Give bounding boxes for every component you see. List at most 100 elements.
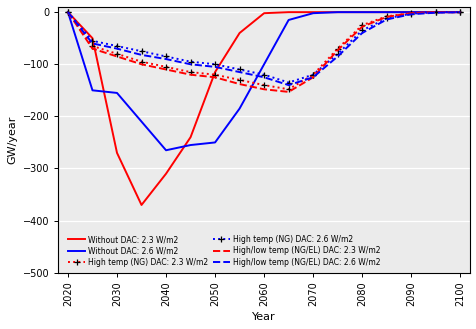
High temp (NG) DAC: 2.6 W/m2: (2.02e+03, 0): 2.6 W/m2: (2.02e+03, 0) (65, 10, 70, 14)
High/low temp (NG/EL) DAC: 2.6 W/m2: (2.08e+03, -14): 2.6 W/m2: (2.08e+03, -14) (383, 17, 389, 21)
Without DAC: 2.3 W/m2: (2.05e+03, -115): 2.3 W/m2: (2.05e+03, -115) (212, 70, 218, 74)
High temp (NG) DAC: 2.6 W/m2: (2.05e+03, -100): 2.6 W/m2: (2.05e+03, -100) (212, 62, 218, 66)
High temp (NG) DAC: 2.3 W/m2: (2.03e+03, -80): 2.3 W/m2: (2.03e+03, -80) (114, 52, 119, 56)
Line: Without DAC: 2.6 W/m2: Without DAC: 2.6 W/m2 (68, 12, 459, 150)
High/low temp (NG/EL) DAC: 2.6 W/m2: (2.09e+03, -4): 2.6 W/m2: (2.09e+03, -4) (407, 12, 413, 16)
High/low temp (NG/EL) DAC: 2.6 W/m2: (2.1e+03, 0): 2.6 W/m2: (2.1e+03, 0) (456, 10, 462, 14)
Without DAC: 2.3 W/m2: (2.03e+03, -270): 2.3 W/m2: (2.03e+03, -270) (114, 151, 119, 155)
Without DAC: 2.3 W/m2: (2.08e+03, 0): 2.3 W/m2: (2.08e+03, 0) (358, 10, 364, 14)
Line: High/low temp (NG/EL) DAC: 2.3 W/m2: High/low temp (NG/EL) DAC: 2.3 W/m2 (68, 12, 459, 92)
Without DAC: 2.6 W/m2: (2.07e+03, -2): 2.6 W/m2: (2.07e+03, -2) (309, 11, 315, 15)
High temp (NG) DAC: 2.3 W/m2: (2.06e+03, -130): 2.3 W/m2: (2.06e+03, -130) (236, 78, 242, 82)
Without DAC: 2.3 W/m2: (2.09e+03, 0): 2.3 W/m2: (2.09e+03, 0) (407, 10, 413, 14)
Line: High/low temp (NG/EL) DAC: 2.6 W/m2: High/low temp (NG/EL) DAC: 2.6 W/m2 (68, 12, 459, 85)
Without DAC: 2.6 W/m2: (2.02e+03, -150): 2.6 W/m2: (2.02e+03, -150) (89, 89, 95, 92)
Without DAC: 2.3 W/m2: (2.06e+03, -2): 2.3 W/m2: (2.06e+03, -2) (261, 11, 267, 15)
High temp (NG) DAC: 2.3 W/m2: (2.06e+03, -140): 2.3 W/m2: (2.06e+03, -140) (261, 83, 267, 87)
High/low temp (NG/EL) DAC: 2.6 W/m2: (2.08e+03, -85): 2.6 W/m2: (2.08e+03, -85) (334, 55, 340, 59)
Y-axis label: GW/year: GW/year (7, 116, 17, 164)
Without DAC: 2.3 W/m2: (2.04e+03, -370): 2.3 W/m2: (2.04e+03, -370) (139, 203, 144, 207)
High temp (NG) DAC: 2.3 W/m2: (2.09e+03, -2): 2.3 W/m2: (2.09e+03, -2) (407, 11, 413, 15)
Without DAC: 2.6 W/m2: (2.08e+03, 0): 2.6 W/m2: (2.08e+03, 0) (358, 10, 364, 14)
High/low temp (NG/EL) DAC: 2.3 W/m2: (2.09e+03, -2): 2.3 W/m2: (2.09e+03, -2) (407, 11, 413, 15)
Without DAC: 2.6 W/m2: (2.1e+03, 0): 2.6 W/m2: (2.1e+03, 0) (432, 10, 437, 14)
Without DAC: 2.3 W/m2: (2.08e+03, 0): 2.3 W/m2: (2.08e+03, 0) (334, 10, 340, 14)
High temp (NG) DAC: 2.3 W/m2: (2.04e+03, -115): 2.3 W/m2: (2.04e+03, -115) (187, 70, 193, 74)
High/low temp (NG/EL) DAC: 2.3 W/m2: (2.07e+03, -125): 2.3 W/m2: (2.07e+03, -125) (309, 75, 315, 79)
High temp (NG) DAC: 2.3 W/m2: (2.02e+03, 0): 2.3 W/m2: (2.02e+03, 0) (65, 10, 70, 14)
High temp (NG) DAC: 2.6 W/m2: (2.07e+03, -120): 2.6 W/m2: (2.07e+03, -120) (309, 73, 315, 77)
High temp (NG) DAC: 2.3 W/m2: (2.1e+03, 0): 2.3 W/m2: (2.1e+03, 0) (432, 10, 437, 14)
Without DAC: 2.3 W/m2: (2.06e+03, -40): 2.3 W/m2: (2.06e+03, -40) (236, 31, 242, 35)
High/low temp (NG/EL) DAC: 2.3 W/m2: (2.05e+03, -125): 2.3 W/m2: (2.05e+03, -125) (212, 75, 218, 79)
High temp (NG) DAC: 2.6 W/m2: (2.09e+03, -3): 2.6 W/m2: (2.09e+03, -3) (407, 12, 413, 16)
High temp (NG) DAC: 2.6 W/m2: (2.02e+03, -55): 2.6 W/m2: (2.02e+03, -55) (89, 39, 95, 43)
Without DAC: 2.6 W/m2: (2.04e+03, -265): 2.6 W/m2: (2.04e+03, -265) (163, 148, 169, 152)
High/low temp (NG/EL) DAC: 2.3 W/m2: (2.04e+03, -110): 2.3 W/m2: (2.04e+03, -110) (163, 67, 169, 71)
High temp (NG) DAC: 2.3 W/m2: (2.02e+03, -65): 2.3 W/m2: (2.02e+03, -65) (89, 44, 95, 48)
High/low temp (NG/EL) DAC: 2.3 W/m2: (2.04e+03, -120): 2.3 W/m2: (2.04e+03, -120) (187, 73, 193, 77)
Without DAC: 2.6 W/m2: (2.08e+03, 0): 2.6 W/m2: (2.08e+03, 0) (334, 10, 340, 14)
X-axis label: Year: Year (252, 312, 275, 322)
High temp (NG) DAC: 2.3 W/m2: (2.04e+03, -95): 2.3 W/m2: (2.04e+03, -95) (139, 60, 144, 63)
High/low temp (NG/EL) DAC: 2.6 W/m2: (2.04e+03, -82): 2.6 W/m2: (2.04e+03, -82) (139, 53, 144, 57)
High/low temp (NG/EL) DAC: 2.6 W/m2: (2.06e+03, -140): 2.6 W/m2: (2.06e+03, -140) (285, 83, 291, 87)
High/low temp (NG/EL) DAC: 2.6 W/m2: (2.08e+03, -40): 2.6 W/m2: (2.08e+03, -40) (358, 31, 364, 35)
High temp (NG) DAC: 2.6 W/m2: (2.06e+03, -110): 2.6 W/m2: (2.06e+03, -110) (236, 67, 242, 71)
High temp (NG) DAC: 2.6 W/m2: (2.1e+03, 0): 2.6 W/m2: (2.1e+03, 0) (456, 10, 462, 14)
High/low temp (NG/EL) DAC: 2.6 W/m2: (2.04e+03, -90): 2.6 W/m2: (2.04e+03, -90) (163, 57, 169, 61)
High temp (NG) DAC: 2.6 W/m2: (2.08e+03, -80): 2.6 W/m2: (2.08e+03, -80) (334, 52, 340, 56)
High/low temp (NG/EL) DAC: 2.3 W/m2: (2.1e+03, 0): 2.3 W/m2: (2.1e+03, 0) (432, 10, 437, 14)
Without DAC: 2.3 W/m2: (2.04e+03, -240): 2.3 W/m2: (2.04e+03, -240) (187, 135, 193, 139)
High/low temp (NG/EL) DAC: 2.6 W/m2: (2.06e+03, -115): 2.6 W/m2: (2.06e+03, -115) (236, 70, 242, 74)
High temp (NG) DAC: 2.6 W/m2: (2.1e+03, 0): 2.6 W/m2: (2.1e+03, 0) (432, 10, 437, 14)
Without DAC: 2.3 W/m2: (2.1e+03, 0): 2.3 W/m2: (2.1e+03, 0) (456, 10, 462, 14)
High/low temp (NG/EL) DAC: 2.3 W/m2: (2.06e+03, -138): 2.3 W/m2: (2.06e+03, -138) (236, 82, 242, 86)
High/low temp (NG/EL) DAC: 2.6 W/m2: (2.02e+03, -60): 2.6 W/m2: (2.02e+03, -60) (89, 41, 95, 45)
Line: High temp (NG) DAC: 2.3 W/m2: High temp (NG) DAC: 2.3 W/m2 (65, 9, 462, 92)
High/low temp (NG/EL) DAC: 2.3 W/m2: (2.04e+03, -100): 2.3 W/m2: (2.04e+03, -100) (139, 62, 144, 66)
High temp (NG) DAC: 2.3 W/m2: (2.05e+03, -120): 2.3 W/m2: (2.05e+03, -120) (212, 73, 218, 77)
Without DAC: 2.6 W/m2: (2.1e+03, 0): 2.6 W/m2: (2.1e+03, 0) (456, 10, 462, 14)
Without DAC: 2.3 W/m2: (2.07e+03, 0): 2.3 W/m2: (2.07e+03, 0) (309, 10, 315, 14)
Without DAC: 2.3 W/m2: (2.1e+03, 0): 2.3 W/m2: (2.1e+03, 0) (432, 10, 437, 14)
High/low temp (NG/EL) DAC: 2.6 W/m2: (2.05e+03, -105): 2.6 W/m2: (2.05e+03, -105) (212, 65, 218, 69)
High temp (NG) DAC: 2.3 W/m2: (2.04e+03, -105): 2.3 W/m2: (2.04e+03, -105) (163, 65, 169, 69)
High temp (NG) DAC: 2.6 W/m2: (2.04e+03, -95): 2.6 W/m2: (2.04e+03, -95) (187, 60, 193, 63)
High/low temp (NG/EL) DAC: 2.3 W/m2: (2.1e+03, 0): 2.3 W/m2: (2.1e+03, 0) (456, 10, 462, 14)
High/low temp (NG/EL) DAC: 2.3 W/m2: (2.08e+03, -73): 2.3 W/m2: (2.08e+03, -73) (334, 48, 340, 52)
High/low temp (NG/EL) DAC: 2.3 W/m2: (2.06e+03, -148): 2.3 W/m2: (2.06e+03, -148) (261, 87, 267, 91)
Line: High temp (NG) DAC: 2.6 W/m2: High temp (NG) DAC: 2.6 W/m2 (65, 9, 462, 86)
Without DAC: 2.3 W/m2: (2.04e+03, -310): 2.3 W/m2: (2.04e+03, -310) (163, 172, 169, 176)
High/low temp (NG/EL) DAC: 2.3 W/m2: (2.08e+03, -28): 2.3 W/m2: (2.08e+03, -28) (358, 25, 364, 29)
High/low temp (NG/EL) DAC: 2.3 W/m2: (2.03e+03, -85): 2.3 W/m2: (2.03e+03, -85) (114, 55, 119, 59)
Legend: Without DAC: 2.3 W/m2, Without DAC: 2.6 W/m2, High temp (NG) DAC: 2.3 W/m2, High: Without DAC: 2.3 W/m2, Without DAC: 2.6 … (66, 233, 382, 269)
Without DAC: 2.6 W/m2: (2.05e+03, -250): 2.6 W/m2: (2.05e+03, -250) (212, 140, 218, 144)
High temp (NG) DAC: 2.6 W/m2: (2.08e+03, -35): 2.6 W/m2: (2.08e+03, -35) (358, 28, 364, 32)
High/low temp (NG/EL) DAC: 2.6 W/m2: (2.07e+03, -125): 2.6 W/m2: (2.07e+03, -125) (309, 75, 315, 79)
High temp (NG) DAC: 2.3 W/m2: (2.06e+03, -148): 2.3 W/m2: (2.06e+03, -148) (285, 87, 291, 91)
High/low temp (NG/EL) DAC: 2.3 W/m2: (2.08e+03, -9): 2.3 W/m2: (2.08e+03, -9) (383, 15, 389, 19)
High temp (NG) DAC: 2.6 W/m2: (2.04e+03, -75): 2.6 W/m2: (2.04e+03, -75) (139, 49, 144, 53)
High temp (NG) DAC: 2.6 W/m2: (2.06e+03, -120): 2.6 W/m2: (2.06e+03, -120) (261, 73, 267, 77)
Without DAC: 2.3 W/m2: (2.02e+03, -50): 2.3 W/m2: (2.02e+03, -50) (89, 36, 95, 40)
High temp (NG) DAC: 2.6 W/m2: (2.06e+03, -135): 2.6 W/m2: (2.06e+03, -135) (285, 81, 291, 85)
High temp (NG) DAC: 2.6 W/m2: (2.03e+03, -65): 2.6 W/m2: (2.03e+03, -65) (114, 44, 119, 48)
High temp (NG) DAC: 2.6 W/m2: (2.08e+03, -12): 2.6 W/m2: (2.08e+03, -12) (383, 16, 389, 20)
Without DAC: 2.6 W/m2: (2.08e+03, 0): 2.6 W/m2: (2.08e+03, 0) (383, 10, 389, 14)
Without DAC: 2.6 W/m2: (2.04e+03, -210): 2.6 W/m2: (2.04e+03, -210) (139, 120, 144, 124)
Without DAC: 2.3 W/m2: (2.02e+03, 0): 2.3 W/m2: (2.02e+03, 0) (65, 10, 70, 14)
High/low temp (NG/EL) DAC: 2.6 W/m2: (2.02e+03, 0): 2.6 W/m2: (2.02e+03, 0) (65, 10, 70, 14)
High/low temp (NG/EL) DAC: 2.3 W/m2: (2.02e+03, -70): 2.3 W/m2: (2.02e+03, -70) (89, 47, 95, 51)
Without DAC: 2.6 W/m2: (2.06e+03, -100): 2.6 W/m2: (2.06e+03, -100) (261, 62, 267, 66)
Without DAC: 2.6 W/m2: (2.04e+03, -255): 2.6 W/m2: (2.04e+03, -255) (187, 143, 193, 147)
High/low temp (NG/EL) DAC: 2.6 W/m2: (2.03e+03, -70): 2.6 W/m2: (2.03e+03, -70) (114, 47, 119, 51)
Without DAC: 2.6 W/m2: (2.06e+03, -185): 2.6 W/m2: (2.06e+03, -185) (236, 107, 242, 111)
Line: Without DAC: 2.3 W/m2: Without DAC: 2.3 W/m2 (68, 12, 459, 205)
High/low temp (NG/EL) DAC: 2.6 W/m2: (2.1e+03, -1): 2.6 W/m2: (2.1e+03, -1) (432, 11, 437, 15)
High temp (NG) DAC: 2.3 W/m2: (2.08e+03, -70): 2.3 W/m2: (2.08e+03, -70) (334, 47, 340, 51)
Without DAC: 2.6 W/m2: (2.09e+03, 0): 2.6 W/m2: (2.09e+03, 0) (407, 10, 413, 14)
High/low temp (NG/EL) DAC: 2.3 W/m2: (2.06e+03, -153): 2.3 W/m2: (2.06e+03, -153) (285, 90, 291, 94)
Without DAC: 2.6 W/m2: (2.03e+03, -155): 2.6 W/m2: (2.03e+03, -155) (114, 91, 119, 95)
High temp (NG) DAC: 2.6 W/m2: (2.04e+03, -85): 2.6 W/m2: (2.04e+03, -85) (163, 55, 169, 59)
